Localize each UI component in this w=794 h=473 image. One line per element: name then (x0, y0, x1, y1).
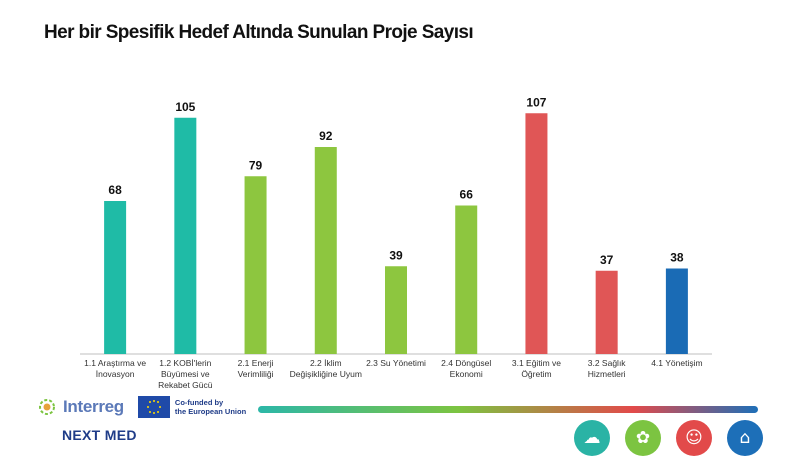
bar (314, 147, 337, 354)
cofunded-line1: Co-funded by (174, 398, 224, 407)
interreg-logo-icon (39, 399, 55, 415)
cofunded-line2: the European Union (174, 407, 247, 416)
category-label: 2.1 Enerji Verimliliği (238, 358, 274, 379)
data-label: 92 (319, 129, 333, 143)
category-label: 2.2 İklim Değişikliğine Uyum (290, 358, 362, 379)
eu-flag-icon (137, 396, 170, 418)
bar (244, 176, 267, 354)
cofunded-text: Co-funded by the European Union (175, 398, 265, 416)
bar (595, 270, 618, 354)
category-label: 2.3 Su Yönetimi (366, 358, 426, 368)
category-label: 4.1 Yönetişim (651, 358, 702, 368)
city-icon: ⌂ (727, 420, 763, 456)
data-label: 105 (175, 100, 195, 114)
plant-energy-icon: ✿ (625, 420, 661, 456)
footer-logos: Interreg Co-funded by the European Union… (36, 396, 265, 443)
data-label: 38 (670, 251, 684, 265)
bar (665, 268, 688, 354)
bar-chart: 68 1.1 Araştırma ve İnovasyon 105 1.2 KOBİ'l… (80, 95, 712, 390)
category-label: 3.1 Eğitim ve Öğretim (512, 358, 561, 379)
interreg-brand: Interreg (63, 397, 124, 416)
category-label: 1.1 Araştırma ve İnovasyon (84, 358, 146, 379)
bar (174, 117, 197, 354)
cloud-circuit-icon: ☁ (574, 420, 610, 456)
theme-gradient-bar (258, 406, 758, 413)
data-label: 66 (460, 188, 474, 202)
data-label: 79 (249, 158, 263, 172)
bar (455, 205, 478, 354)
program-name: NEXT MED (62, 427, 137, 443)
data-label: 107 (526, 95, 546, 109)
chart-title: Her bir Spesifik Hedef Altında Sunulan P… (44, 22, 474, 43)
category-label: 2.4 Döngüsel Ekonomi (441, 358, 491, 379)
bar (104, 201, 127, 354)
data-label: 37 (600, 253, 614, 267)
category-label: 1.2 KOBİ'lerin Büyümesi ve Rekabet Gücü (158, 358, 213, 390)
bar (385, 266, 407, 354)
theme-icons: ☁ ✿ ☺ ⌂ (574, 420, 763, 456)
data-label: 68 (108, 183, 122, 197)
bar (525, 113, 548, 354)
people-icon: ☺ (676, 420, 712, 456)
data-label: 39 (389, 248, 403, 262)
category-label: 3.2 Sağlık Hizmetleri (588, 358, 627, 379)
